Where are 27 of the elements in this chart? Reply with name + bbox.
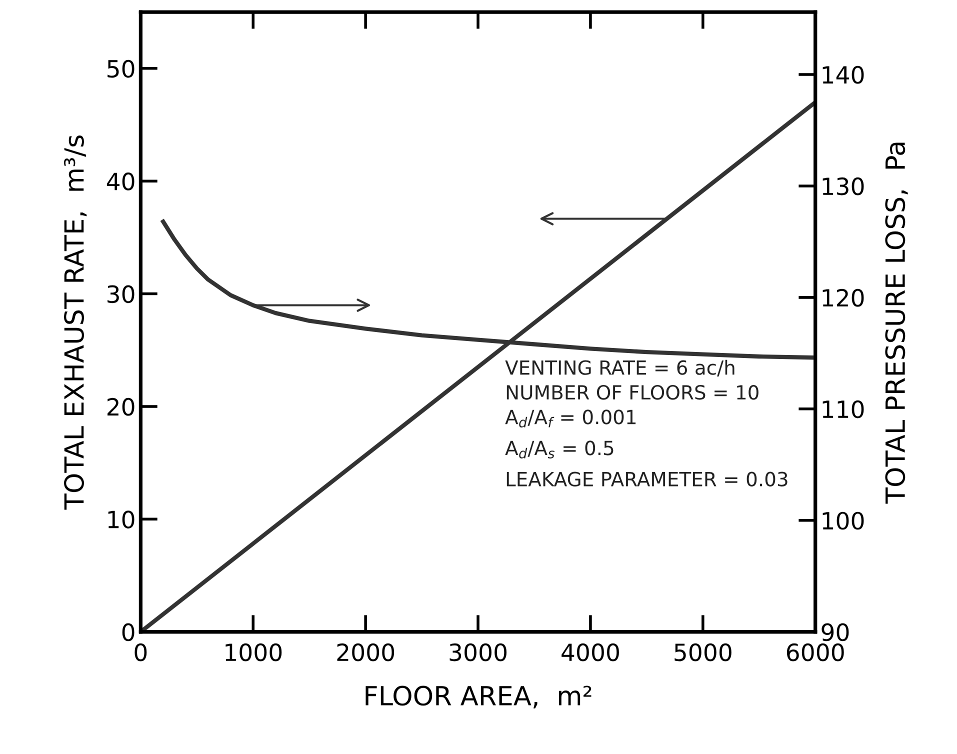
annotation: LEAKAGE PARAMETER = 0.03 xyxy=(506,472,788,486)
y-tick-label: 10 xyxy=(108,510,134,528)
x-tick-label: 6000 xyxy=(786,643,844,662)
y-tick-label: 50 xyxy=(108,60,134,78)
y2-tick-label: 140 xyxy=(822,66,864,84)
y2-axis-title: TOTAL PRESSURE LOSS, Pa xyxy=(885,142,908,504)
y2-tick-label: 100 xyxy=(822,512,864,530)
y2-tick-label: 120 xyxy=(822,288,864,307)
y-tick-label: 0 xyxy=(122,623,134,642)
y2-tick-label: 90 xyxy=(822,623,849,642)
annotation: A$_{d}$/A$_{f}$ = 0.001 xyxy=(505,410,636,428)
x-tick-label: 3000 xyxy=(450,643,506,662)
x-tick-label: 0 xyxy=(134,643,147,662)
y-tick-label: 30 xyxy=(108,285,134,304)
x-tick-label: 5000 xyxy=(674,643,732,662)
x-axis-title: FLOOR AREA, m² xyxy=(366,686,592,708)
annotation: NUMBER OF FLOORS = 10 xyxy=(506,385,758,400)
x-tick-label: 1000 xyxy=(226,643,282,662)
annotation: A$_{d}$/A$_{s}$ = 0.5 xyxy=(505,440,614,458)
x-tick-label: 4000 xyxy=(562,643,619,662)
x-tick-label: 2000 xyxy=(337,643,394,662)
y-axis-title: TOTAL EXHAUST RATE, m³/s xyxy=(64,135,87,510)
y-tick-label: 20 xyxy=(108,398,134,416)
y-tick-label: 40 xyxy=(106,172,134,190)
y2-tick-label: 110 xyxy=(822,400,864,418)
y2-tick-label: 130 xyxy=(822,177,864,196)
annotation: VENTING RATE = 6 ac/h xyxy=(505,360,734,376)
